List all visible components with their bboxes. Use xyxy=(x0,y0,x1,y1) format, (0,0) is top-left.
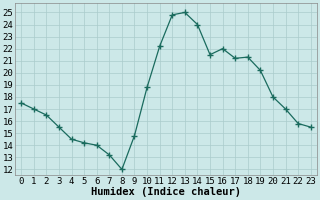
X-axis label: Humidex (Indice chaleur): Humidex (Indice chaleur) xyxy=(91,187,241,197)
